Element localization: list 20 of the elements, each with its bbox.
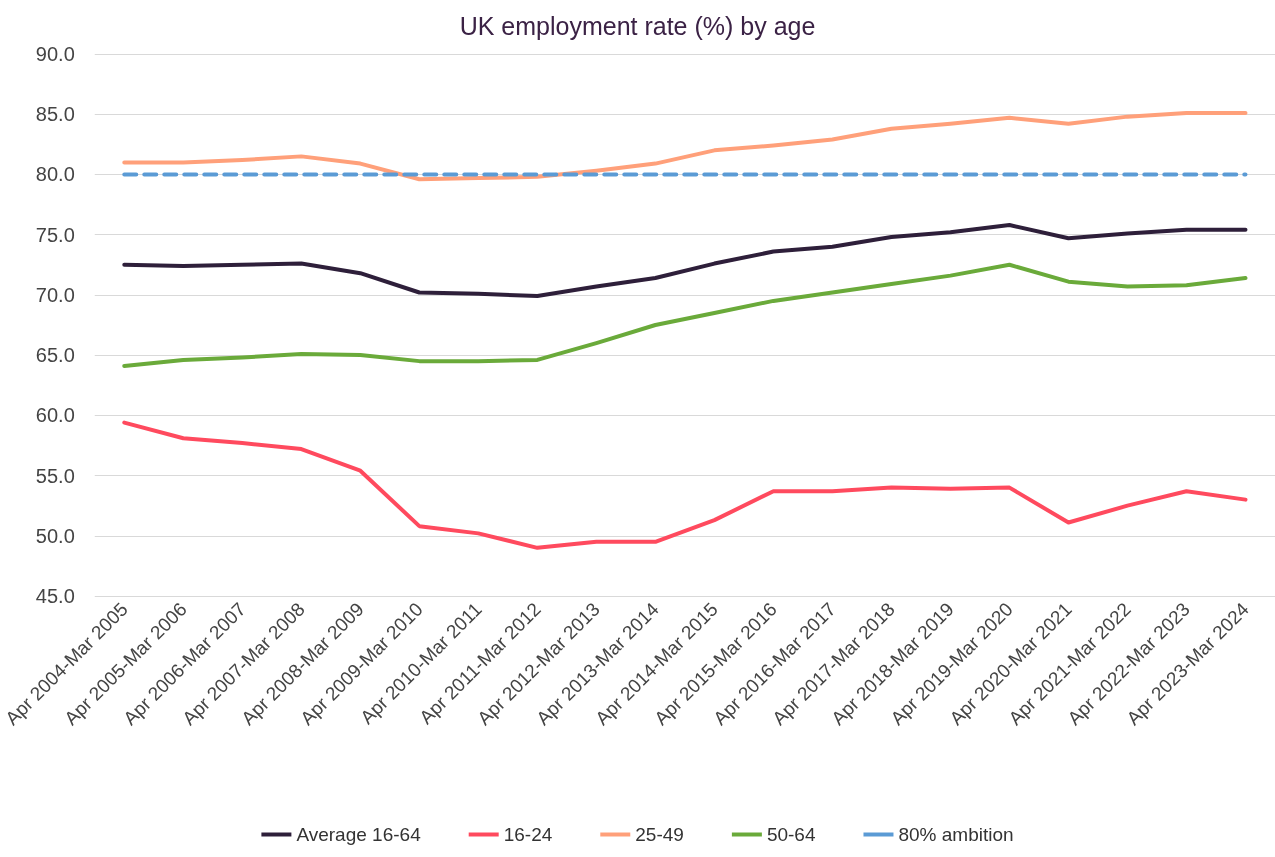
y-tick-label: 55.0 (35, 464, 75, 487)
y-tick-label: 65.0 (35, 344, 75, 367)
y-tick-label: 75.0 (35, 223, 75, 246)
y-tick-label: 85.0 (35, 103, 75, 126)
y-tick-label: 90.0 (35, 43, 75, 65)
legend-label: Average 16-64 (296, 824, 422, 845)
legend-label: 16-24 (503, 824, 553, 845)
line-series (122, 223, 1248, 299)
y-tick-label: 45.0 (35, 585, 75, 607)
line-series (122, 262, 1248, 368)
line-series (122, 111, 1248, 182)
y-tick-label: 60.0 (35, 404, 75, 427)
chart-title: UK employment rate (%) by age (459, 11, 816, 40)
y-tick-label: 80.0 (35, 163, 75, 186)
legend-label: 50-64 (766, 824, 816, 845)
legend-label: 25-49 (635, 824, 684, 845)
y-tick-label: 70.0 (35, 283, 75, 306)
legend-label: 80% ambition (898, 824, 1014, 845)
line-series (122, 420, 1248, 550)
y-tick-label: 50.0 (35, 524, 75, 547)
